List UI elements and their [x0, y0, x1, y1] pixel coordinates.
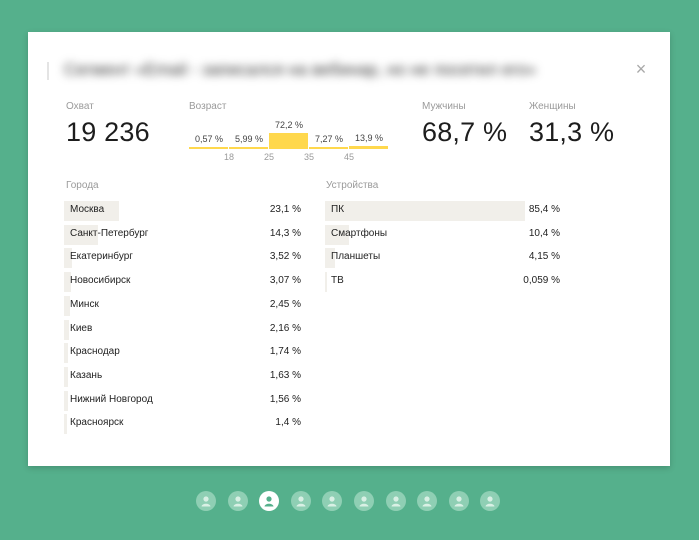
- person-icon[interactable]: [290, 491, 311, 511]
- city-share-bar: [64, 319, 69, 340]
- city-share-bar: [64, 343, 68, 364]
- age-histogram: 0,57 % 5,99 % 72,2 % 7,27 % 13,9 % 18 25 35 45: [189, 113, 389, 165]
- reach-label: Охват: [66, 101, 94, 112]
- city-name: Краснодар: [70, 346, 120, 358]
- city-row: Санкт-Петербург 14,3 %: [64, 224, 301, 245]
- device-percent: 10,4 %: [528, 227, 560, 239]
- city-name: Новосибирск: [70, 275, 131, 287]
- city-percent: 3,52 %: [269, 251, 301, 263]
- age-label: Возраст: [189, 101, 227, 112]
- age-tick-label: 25: [263, 152, 275, 162]
- male-label: Мужчины: [422, 101, 466, 112]
- devices-title: Устройства: [326, 180, 379, 191]
- age-bar-label: 72,2 %: [274, 120, 304, 130]
- person-icon[interactable]: [322, 491, 343, 511]
- male-value: 68,7 %: [422, 117, 508, 147]
- city-percent: 1,4 %: [275, 417, 301, 429]
- person-icon[interactable]: [480, 491, 501, 511]
- city-row: Нижний Новгород 1,56 %: [64, 390, 301, 411]
- device-percent: 4,15 %: [528, 251, 560, 263]
- city-percent: 1,74 %: [269, 346, 301, 358]
- city-share-bar: [64, 272, 71, 293]
- person-icon[interactable]: [196, 491, 216, 511]
- city-row: Москва 23,1 %: [64, 201, 301, 221]
- age-tick-label: 45: [343, 152, 355, 162]
- city-percent: 23,1 %: [269, 204, 301, 215]
- city-share-bar: [64, 295, 70, 316]
- city-row: Минск 2,45 %: [64, 295, 301, 316]
- city-row: Екатеринбург 3,52 %: [64, 248, 301, 269]
- device-row: Планшеты 4,15 %: [325, 248, 560, 269]
- city-name: Екатеринбург: [70, 251, 133, 263]
- person-icon[interactable]: [385, 491, 406, 511]
- female-label: Женщины: [529, 101, 576, 112]
- person-icon[interactable]: [259, 491, 280, 511]
- city-row: Новосибирск 3,07 %: [64, 272, 301, 293]
- reach-value: 19 236: [66, 117, 150, 147]
- device-share-bar: [325, 201, 525, 221]
- city-percent: 3,07 %: [269, 275, 301, 287]
- age-bar-label: 7,27 %: [314, 134, 344, 144]
- city-row: Красноярск 1,4 %: [64, 414, 301, 435]
- person-icon[interactable]: [227, 491, 248, 511]
- device-percent: 0,059 %: [523, 275, 560, 287]
- city-row: Киев 2,16 %: [64, 319, 301, 340]
- age-bar-label: 13,9 %: [354, 133, 384, 143]
- device-share-bar: [325, 224, 349, 245]
- city-name: Санкт-Петербург: [70, 227, 149, 239]
- city-row: Казань 1,63 %: [64, 366, 301, 387]
- age-bar-label: 0,57 %: [194, 134, 224, 144]
- device-row: ПК 85,4 %: [325, 201, 560, 221]
- city-percent: 2,16 %: [269, 322, 301, 334]
- city-name: Казань: [70, 369, 103, 381]
- device-row: ТВ 0,059 %: [325, 272, 560, 293]
- city-row: Краснодар 1,74 %: [64, 343, 301, 364]
- device-row: Смартфоны 10,4 %: [325, 224, 560, 245]
- age-bar: [349, 146, 388, 149]
- city-percent: 14,3 %: [269, 227, 301, 239]
- device-share-bar: [325, 272, 327, 293]
- age-bar: [189, 147, 228, 149]
- person-icon[interactable]: [448, 491, 469, 511]
- device-percent: 85,4 %: [528, 204, 560, 215]
- female-value: 31,3 %: [529, 117, 615, 147]
- age-tick-label: 18: [223, 152, 235, 162]
- close-icon[interactable]: ×: [635, 59, 647, 79]
- segment-card: [28, 32, 670, 466]
- city-name: Нижний Новгород: [70, 393, 153, 405]
- age-bar: [229, 147, 268, 149]
- device-name: Планшеты: [331, 251, 381, 263]
- city-name: Минск: [70, 298, 99, 310]
- city-share-bar: [64, 224, 98, 245]
- city-share-bar: [64, 201, 119, 221]
- city-percent: 2,45 %: [269, 298, 301, 310]
- city-name: Киев: [70, 322, 93, 334]
- age-bar: [269, 133, 308, 149]
- city-name: Красноярск: [70, 417, 124, 429]
- age-tick-label: 35: [303, 152, 315, 162]
- city-share-bar: [64, 390, 68, 411]
- age-bar-label: 5,99 %: [234, 134, 264, 144]
- city-share-bar: [64, 414, 67, 435]
- city-percent: 1,56 %: [269, 393, 301, 405]
- device-name: ПК: [331, 204, 345, 215]
- device-share-bar: [325, 248, 335, 269]
- age-bar: [309, 147, 348, 149]
- cities-title: Города: [66, 180, 99, 191]
- city-share-bar: [64, 248, 72, 269]
- person-icon[interactable]: [354, 491, 374, 511]
- city-percent: 1,63 %: [269, 369, 301, 381]
- segment-title: Сегмент «Email - записался на вебинар, н…: [64, 60, 537, 79]
- person-icon[interactable]: [417, 491, 438, 511]
- device-name: ТВ: [331, 275, 344, 287]
- city-share-bar: [64, 366, 68, 387]
- device-name: Смартфоны: [331, 227, 388, 239]
- city-name: Москва: [70, 204, 105, 215]
- title-divider: [47, 62, 49, 80]
